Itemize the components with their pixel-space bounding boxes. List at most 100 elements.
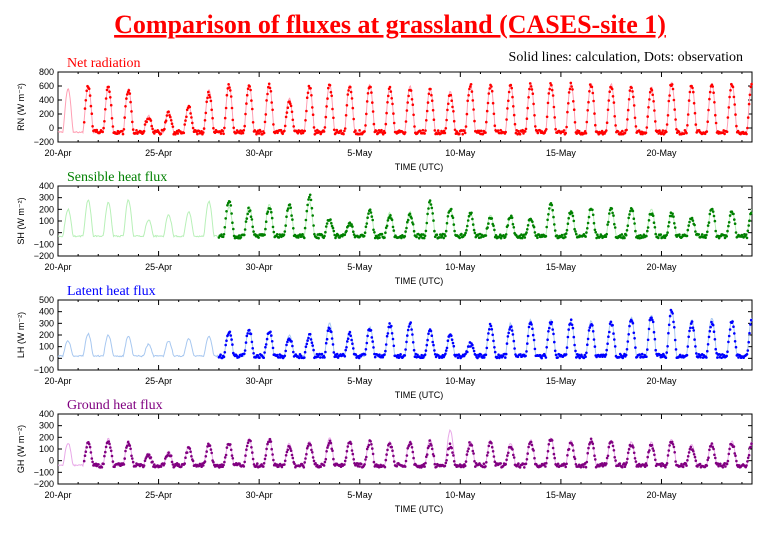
observation-point (350, 97, 354, 100)
observation-point (263, 351, 266, 354)
observation-point (109, 449, 113, 453)
observation-point (553, 116, 556, 119)
observation-point (431, 212, 435, 215)
observation-point (633, 337, 636, 340)
observation-point (588, 83, 592, 86)
observation-point (705, 356, 708, 359)
observation-point (184, 456, 187, 460)
y-tick-label: 300 (39, 318, 54, 328)
observation-point (442, 236, 446, 240)
observation-point (147, 453, 151, 457)
observation-point (135, 129, 138, 132)
observation-point (433, 349, 436, 352)
observation-point (202, 464, 205, 467)
observation-point (550, 83, 553, 87)
observation-point (328, 83, 332, 87)
observation-point (746, 456, 750, 460)
observation-point (504, 233, 508, 236)
observation-series (217, 193, 753, 240)
observation-point (650, 88, 654, 92)
observation-point (451, 216, 455, 219)
observation-point (191, 459, 195, 463)
observation-point (746, 349, 750, 352)
observation-point (229, 443, 232, 446)
observation-point (339, 129, 343, 132)
observation-point (246, 441, 250, 445)
observation-point (123, 457, 126, 460)
observation-point (550, 88, 554, 92)
observation-point (504, 356, 507, 359)
observation-point (509, 83, 513, 87)
observation-point (301, 233, 304, 236)
observation-point (354, 353, 358, 356)
observation-point (575, 232, 578, 236)
observation-point (427, 207, 430, 210)
observation-point (409, 89, 413, 92)
observation-point (128, 444, 132, 447)
observation-point (303, 461, 307, 464)
observation-point (646, 338, 650, 342)
x-tick-label: 25-Apr (145, 376, 172, 386)
observation-point (719, 462, 722, 466)
observation-point (304, 119, 307, 122)
observation-point (306, 339, 309, 342)
observation-point (613, 226, 617, 229)
observation-point (246, 332, 249, 335)
observation-point (432, 219, 435, 222)
observation-point (346, 337, 350, 341)
observation-point (623, 465, 627, 469)
observation-point (734, 231, 738, 234)
observation-point (369, 211, 373, 214)
observation-point (645, 355, 648, 359)
observation-point (205, 100, 208, 104)
observation-point (412, 229, 416, 233)
observation-point (583, 130, 587, 133)
observation-point (486, 451, 490, 454)
observation-point (351, 342, 354, 346)
observation-point (230, 338, 233, 341)
observation-point (373, 355, 377, 359)
observation-point (352, 117, 356, 121)
observation-point (532, 449, 535, 452)
observation-point (228, 200, 232, 204)
y-tick-label: 800 (39, 67, 54, 77)
observation-point (527, 445, 530, 449)
observation-point (129, 447, 132, 451)
observation-point (208, 444, 212, 447)
observation-point (421, 128, 425, 132)
y-tick-label: 400 (39, 307, 54, 317)
observation-point (303, 129, 307, 133)
y-axis-title: LH (W m⁻²) (16, 312, 26, 358)
observation-point (651, 214, 655, 217)
observation-point (371, 101, 374, 104)
observation-point (673, 451, 676, 454)
observation-point (746, 116, 750, 119)
observation-point (523, 466, 526, 469)
observation-point (391, 449, 394, 453)
observation-point (370, 336, 374, 339)
observation-point (632, 217, 636, 220)
observation-point (311, 344, 315, 347)
observation-point (404, 459, 408, 463)
observation-point (221, 235, 225, 239)
observation-point (713, 101, 716, 104)
observation-point (165, 114, 169, 117)
observation-point (485, 461, 488, 464)
observation-point (528, 87, 531, 91)
observation-point (610, 441, 614, 444)
observation-point (487, 222, 490, 225)
observation-point (491, 450, 495, 453)
observation-point (406, 334, 409, 337)
observation-point (621, 129, 624, 133)
observation-point (245, 102, 248, 105)
observation-point (176, 132, 180, 135)
observation-point (307, 84, 311, 88)
observation-point (151, 460, 154, 464)
observation-point (329, 218, 332, 221)
observation-point (632, 331, 636, 335)
observation-point (584, 132, 588, 135)
observation-point (225, 210, 228, 213)
observation-point (686, 455, 690, 458)
observation-point (688, 329, 691, 333)
observation-point (586, 337, 590, 341)
